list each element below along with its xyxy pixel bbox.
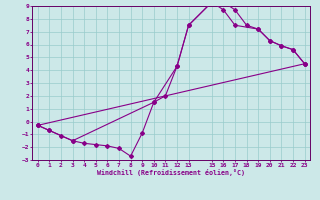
X-axis label: Windchill (Refroidissement éolien,°C): Windchill (Refroidissement éolien,°C)	[97, 169, 245, 176]
